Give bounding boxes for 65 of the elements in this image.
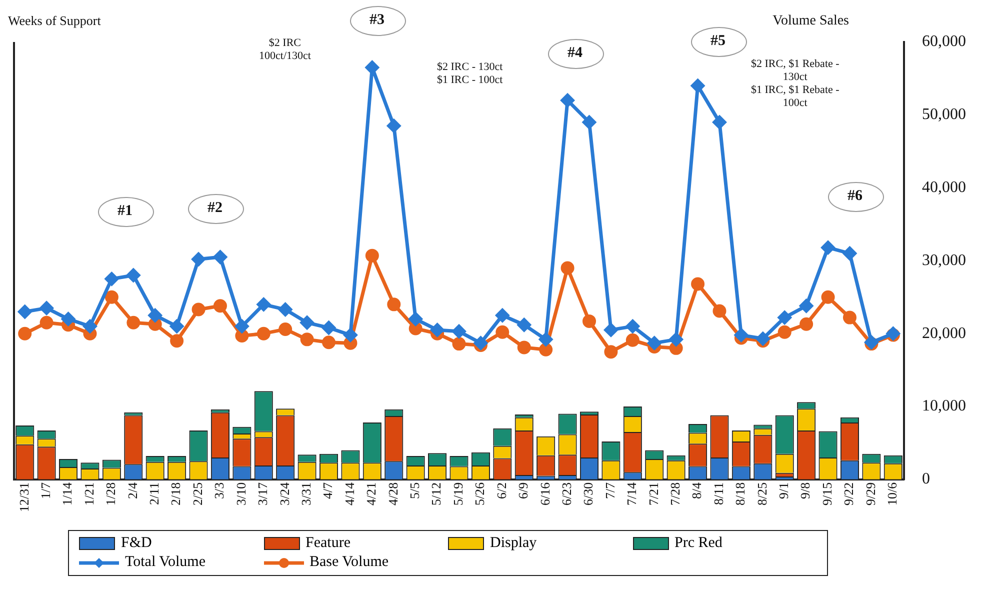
x-tick-label: 2/11: [146, 482, 162, 506]
x-tick-label: 4/7: [320, 482, 336, 500]
text: Weeks of Support: [8, 13, 101, 28]
x-tick-label: 5/26: [472, 482, 488, 506]
x-tick-label: 9/15: [819, 482, 834, 506]
y-tick-label: 0: [922, 470, 930, 488]
y-tick-label: 30,000: [922, 252, 966, 269]
x-tick-label: 6/9: [516, 482, 531, 500]
x-tick-label: 9/8: [798, 482, 813, 500]
x-tick-label: 6/16: [537, 482, 552, 506]
annotation: #6: [848, 188, 862, 204]
x-tick-label: 5/19: [450, 482, 466, 506]
x-tick-label: 9/22: [841, 482, 856, 506]
x-tick-label: 3/24: [276, 482, 292, 506]
y-tick-label: 20,000: [922, 324, 966, 342]
x-tick-label: 7/7: [602, 482, 618, 500]
x-tick-label: 6/23: [558, 482, 574, 506]
legend-label: F&D: [121, 535, 152, 552]
annotation: #2: [208, 200, 222, 216]
legend-label: Display: [490, 535, 537, 552]
x-tick-label: 1/7: [38, 482, 53, 500]
x-tick-label: 3/10: [233, 482, 248, 506]
x-tick-label: 12/31: [16, 482, 32, 512]
legend-label: Prc Red: [674, 535, 722, 552]
x-tick-label: 1/14: [60, 482, 75, 506]
annotation: $2 IRC 100ct/130ct: [259, 37, 311, 63]
text: #3: [370, 12, 384, 28]
annotation: $2 IRC - 130ct $1 IRC - 100ct: [437, 61, 503, 87]
x-tick-label: 5/5: [407, 482, 422, 500]
x-tick-label: 2/25: [190, 482, 205, 506]
x-tick-label: 3/3: [212, 482, 227, 500]
annotation: #4: [568, 45, 582, 61]
legend-label: Feature: [306, 535, 350, 552]
x-tick-label: 8/18: [732, 482, 748, 506]
x-tick-label: 9/29: [862, 482, 878, 506]
x-tick-label: 4/14: [342, 482, 357, 506]
x-tick-label: 6/2: [494, 482, 509, 500]
annotation: #5: [710, 33, 726, 49]
x-tick-label: 10/6: [884, 482, 900, 506]
legend-label: Total Volume: [125, 554, 206, 571]
x-tick-label: 8/11: [710, 482, 726, 506]
x-tick-label: 6/30: [580, 482, 596, 506]
x-tick-label: 9/1: [776, 482, 792, 500]
y-tick-label: 10,000: [922, 398, 966, 415]
x-tick-label: 8/4: [689, 482, 704, 500]
x-tick-label: 3/31: [298, 482, 314, 506]
y-tick-label: 40,000: [922, 179, 966, 196]
x-tick-label: 8/25: [754, 482, 770, 506]
annotation: $2 IRC, $1 Rebate - 130ct $1 IRC, $1 Rebate - 100ct: [751, 58, 840, 110]
x-tick-label: 2/18: [168, 482, 184, 506]
legend-label: Base Volume: [310, 554, 389, 571]
x-tick-label: 3/17: [255, 482, 270, 506]
x-tick-label: 1/28: [103, 482, 118, 506]
x-tick-label: 7/21: [646, 482, 661, 506]
x-tick-label: 1/21: [81, 482, 96, 506]
y-tick-label: 60,000: [922, 33, 966, 50]
y-tick-label: 50,000: [922, 106, 966, 124]
x-tick-label: 4/28: [385, 482, 400, 506]
annotation: #1: [118, 203, 132, 219]
y-axis-title: Volume Sales: [772, 14, 849, 29]
x-tick-label: 5/12: [428, 482, 444, 506]
x-tick-label: 7/28: [667, 482, 682, 506]
x-tick-label: 7/14: [624, 482, 640, 506]
x-tick-label: 4/21: [364, 482, 379, 506]
x-tick-label: 2/4: [124, 482, 140, 500]
